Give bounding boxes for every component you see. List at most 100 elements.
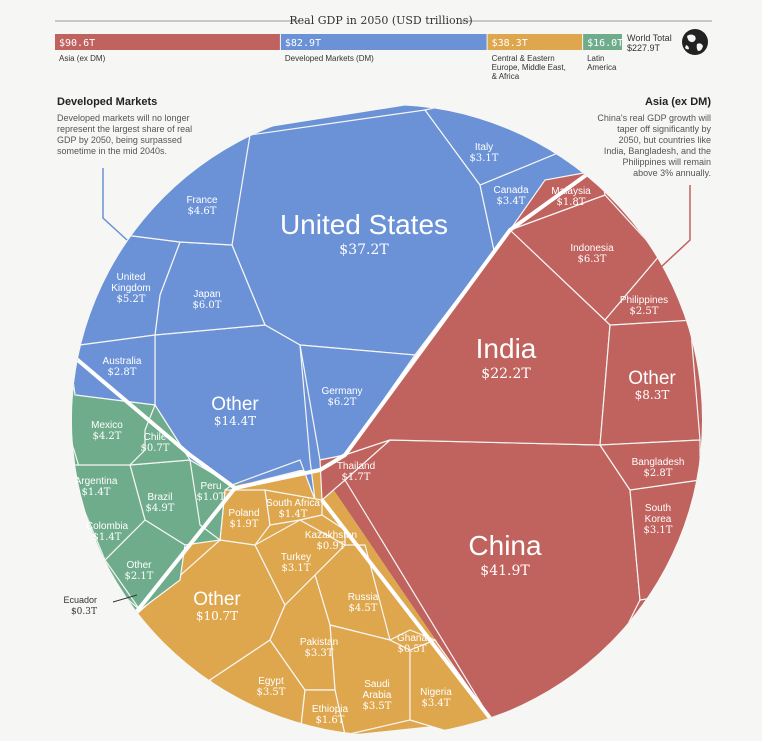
label-name-south-africa-central-: South Africa	[266, 498, 320, 509]
asia-annotation-leader	[659, 185, 691, 269]
world-total-label: World Total	[627, 33, 672, 43]
label-value-argentina-latin-am: $1.4T	[82, 487, 111, 498]
asia-annotation-title: Asia (ex DM)	[645, 96, 711, 108]
label-value-india-asia-ex-: $22.2T	[481, 366, 531, 382]
label-name-nigeria-central-: Nigeria	[420, 687, 452, 698]
label-name-south-korea-asia-ex-: Korea	[645, 514, 672, 525]
label-name-germany-develope: Germany	[321, 386, 362, 397]
asia-annotation-line: Philippines will remain	[622, 157, 711, 167]
label-value-japan-develope: $6.0T	[193, 300, 222, 311]
cell-south-korea-asia-ex-	[629, 479, 701, 601]
label-value-saudi-arabia-central-: $3.5T	[363, 701, 392, 712]
asia-annotation-line: above 3% annually.	[633, 168, 711, 178]
label-name-ghana-central-: Ghana	[397, 633, 427, 644]
label-value-philippines-asia-ex-: $2.5T	[630, 306, 659, 317]
voronoi-cells	[72, 105, 702, 735]
label-name-poland-central-: Poland	[228, 508, 259, 519]
label-value-russia-central-: $4.5T	[349, 603, 378, 614]
label-value-italy-develope: $3.1T	[470, 153, 499, 164]
label-value-brazil-latin-am: $4.9T	[146, 503, 175, 514]
label-value-canada-develope: $3.4T	[497, 196, 526, 207]
dm-annotation-line: GDP by 2050, being surpassed	[57, 135, 182, 145]
label-name-india-asia-ex-: India	[476, 333, 537, 364]
region-bar-segment-asia	[55, 34, 280, 50]
label-name-south-korea-asia-ex-: South	[645, 503, 671, 514]
label-value-nigeria-central-: $3.4T	[422, 698, 451, 709]
label-value-poland-central-: $1.9T	[230, 519, 259, 530]
label-name-other-central-: Other	[193, 589, 241, 610]
label-value-turkey-central-: $3.1T	[282, 563, 311, 574]
border-dm-asia	[318, 163, 602, 472]
region-caption-latam-1: Latin	[587, 54, 604, 63]
label-value-mexico-latin-am: $4.2T	[93, 431, 122, 442]
label-name-kazakhstan-central-: Kazakhstan	[305, 530, 357, 541]
region-borders	[72, 163, 602, 720]
label-value-indonesia-asia-ex-: $6.3T	[578, 254, 607, 265]
label-name-ethiopia-central-: Ethiopia	[312, 704, 349, 715]
asia-annotation-line: 2050, but countries like	[618, 135, 711, 145]
label-name-russia-central-: Russia	[348, 592, 379, 603]
label-name-colombia-latin-am: Colombia	[86, 521, 129, 532]
asia-annotation-line: China's real GDP growth will	[597, 113, 711, 123]
world-total-value: $227.9T	[627, 43, 661, 53]
dm-annotation-leader	[102, 168, 128, 241]
dm-annotation-line: Developed markets will no longer	[57, 113, 190, 123]
asia-annotation-line: taper off significantly by	[617, 124, 711, 134]
region-caption-ceema-3: & Africa	[492, 72, 520, 81]
label-value-peru-latin-am: $1.0T	[197, 492, 226, 503]
label-value-other-asia-ex-: $8.3T	[635, 388, 670, 402]
label-value-bangladesh-asia-ex-: $2.8T	[644, 468, 673, 479]
label-name-indonesia-asia-ex-: Indonesia	[570, 243, 614, 254]
label-name-thailand-asia-ex-: Thailand	[337, 461, 375, 472]
label-value-australia-develope: $2.8T	[108, 367, 137, 378]
label-name-malaysia-asia-ex-: Malaysia	[551, 186, 591, 197]
label-name-argentina-latin-am: Argentina	[75, 476, 118, 487]
label-name-china-asia-ex-: China	[468, 530, 542, 561]
label-name-other-develope: Other	[211, 394, 259, 415]
label-value-germany-develope: $6.2T	[328, 397, 357, 408]
label-name-saudi-arabia-central-: Saudi	[364, 679, 390, 690]
label-value-colombia-latin-am: $1.4T	[93, 532, 122, 543]
cell-turkey-central-	[254, 519, 346, 607]
dm-annotation-line: sometime in the mid 2040s.	[57, 146, 167, 156]
region-caption-latam-2: America	[587, 63, 617, 72]
region-bar-value-asia: $90.6T	[59, 38, 95, 49]
label-name-france-develope: France	[186, 195, 218, 206]
label-value-united-states-develope: $37.2T	[339, 242, 389, 258]
label-value-france-develope: $4.6T	[188, 206, 217, 217]
label-value-ghana-central-: $0.5T	[398, 644, 427, 655]
region-bar-value-latam: $16.0T	[587, 38, 623, 49]
dm-annotation-line: represent the largest share of real	[57, 124, 192, 134]
label-value-malaysia-asia-ex-: $1.8T	[557, 197, 586, 208]
region-caption-ceema-2: Europe, Middle East,	[492, 63, 566, 72]
region-bar-segment-latam	[583, 34, 622, 50]
label-name-peru-latin-am: Peru	[200, 481, 221, 492]
region-bar-segment-dm	[280, 34, 487, 50]
label-value-ecuador-latin-am: $0.3T	[71, 607, 97, 617]
label-value-south-korea-asia-ex-: $3.1T	[644, 525, 673, 536]
label-value-kazakhstan-central-: $0.9T	[317, 541, 346, 552]
label-value-united-kingdom-develope: $5.2T	[117, 294, 146, 305]
chart-title: Real GDP in 2050 (USD trillions)	[289, 14, 472, 27]
label-value-egypt-central-: $3.5T	[257, 687, 286, 698]
label-name-other-latin-am: Other	[126, 560, 152, 571]
region-bar: $90.6T $82.9T $38.3T $16.0T Asia (ex DM) Deve…	[55, 34, 623, 81]
cell-chile-latin-am	[128, 403, 192, 466]
cell-argentina-latin-am	[72, 464, 146, 561]
label-value-south-africa-central-: $1.4T	[279, 509, 308, 520]
cell-labels: United States$37.2TOther$14.4TGermany$6.…	[63, 142, 684, 726]
label-name-united-kingdom-develope: United	[117, 272, 146, 283]
label-name-pakistan-central-: Pakistan	[300, 637, 338, 648]
border-asia-ceema	[320, 498, 492, 720]
label-name-saudi-arabia-central-: Arabia	[363, 690, 392, 701]
region-caption-asia: Asia (ex DM)	[59, 54, 106, 63]
label-value-pakistan-central-: $3.3T	[305, 648, 334, 659]
label-name-egypt-central-: Egypt	[258, 676, 284, 687]
label-name-canada-develope: Canada	[493, 185, 528, 196]
label-name-philippines-asia-ex-: Philippines	[620, 295, 668, 306]
asia-annotation-line: India, Bangladesh, and the	[604, 146, 711, 156]
cell-ghana-central-	[388, 629, 437, 651]
region-bar-value-dm: $82.9T	[285, 38, 321, 49]
